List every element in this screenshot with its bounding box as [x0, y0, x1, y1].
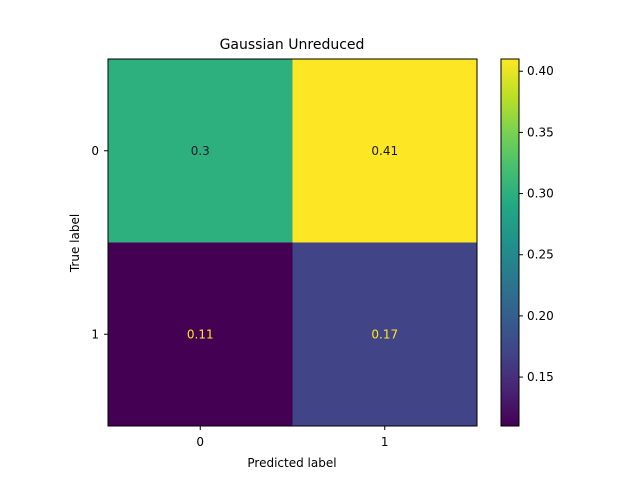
- heatmap-cell-labels: 0.3 0.41 0.11 0.17: [187, 144, 398, 342]
- colorbar-tick-label: 0.20: [527, 309, 554, 323]
- x-axis-label: Predicted label: [247, 456, 336, 470]
- y-axis-ticks: 01: [91, 144, 108, 341]
- cell-label-1-0: 0.11: [187, 327, 214, 341]
- colorbar-tick-label: 0.40: [527, 64, 554, 78]
- y-tick-label: 1: [91, 327, 99, 341]
- colorbar-ticks: 0.15 0.20 0.25 0.30 0.35 0.40: [519, 64, 554, 384]
- cell-label-0-0: 0.3: [191, 144, 210, 158]
- colorbar: [500, 58, 520, 427]
- colorbar-tick-label: 0.25: [527, 248, 554, 262]
- colorbar-tick-label: 0.15: [527, 370, 554, 384]
- heatmap-cell-1-0: [108, 242, 293, 426]
- colorbar-tick-label: 0.35: [527, 125, 554, 139]
- heatmap-cells: [108, 59, 477, 426]
- heatmap-cell-0-1: [292, 59, 477, 243]
- x-tick-label: 0: [196, 435, 204, 449]
- plot-frame: [107, 58, 478, 427]
- y-tick-label: 0: [91, 144, 99, 158]
- colorbar-tick-label: 0.30: [527, 187, 554, 201]
- heatmap-cell-0-0: [108, 59, 293, 243]
- y-axis-label: True label: [68, 214, 82, 273]
- cell-label-0-1: 0.41: [371, 144, 398, 158]
- cell-label-1-1: 0.17: [371, 327, 398, 341]
- chart-title: Gaussian Unreduced: [220, 37, 365, 53]
- x-tick-label: 1: [381, 435, 389, 449]
- heatmap-cell-1-1: [292, 242, 477, 426]
